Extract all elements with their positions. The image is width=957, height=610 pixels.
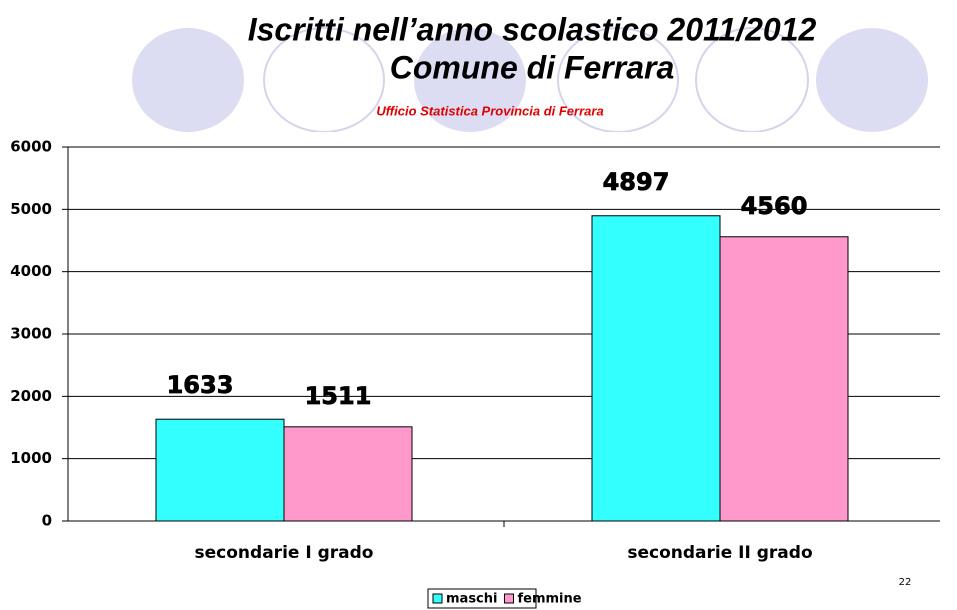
x-tick-label: secondarie I grado xyxy=(195,543,374,563)
legend-label: femmine xyxy=(517,592,581,607)
bar xyxy=(155,418,285,522)
y-tick-label: 0 xyxy=(42,512,52,530)
y-tick-label: 4000 xyxy=(10,262,52,280)
legend-swatch xyxy=(432,593,443,604)
bar xyxy=(283,426,413,522)
y-tick-label: 2000 xyxy=(10,387,52,405)
decor-circle xyxy=(132,28,244,132)
x-tick-label: secondarie II grado xyxy=(627,543,812,563)
legend-swatch xyxy=(503,593,514,604)
legend: maschi femmine xyxy=(427,588,582,609)
decor-circle xyxy=(816,28,928,132)
bar xyxy=(591,215,721,522)
y-tick-label: 1000 xyxy=(10,449,52,467)
value-label: 4897 xyxy=(603,168,670,196)
decor-circle xyxy=(414,28,526,132)
y-tick-label: 6000 xyxy=(10,138,52,156)
source: Ufficio Statistica Provincia di Ferrara xyxy=(376,103,603,118)
value-label: 4560 xyxy=(741,192,808,220)
y-tick-label: 5000 xyxy=(10,200,52,218)
legend-label: maschi xyxy=(446,592,497,607)
y-tick-label: 3000 xyxy=(10,325,52,343)
value-label: 1633 xyxy=(167,371,234,399)
bar xyxy=(719,236,849,522)
chart-title-line2: Comune di Ferrara xyxy=(390,49,675,85)
chart-title: Iscritti nell’anno scolastico 2011/2012 xyxy=(248,11,817,47)
page-number: 22 xyxy=(899,577,912,588)
value-label: 1511 xyxy=(305,382,372,410)
